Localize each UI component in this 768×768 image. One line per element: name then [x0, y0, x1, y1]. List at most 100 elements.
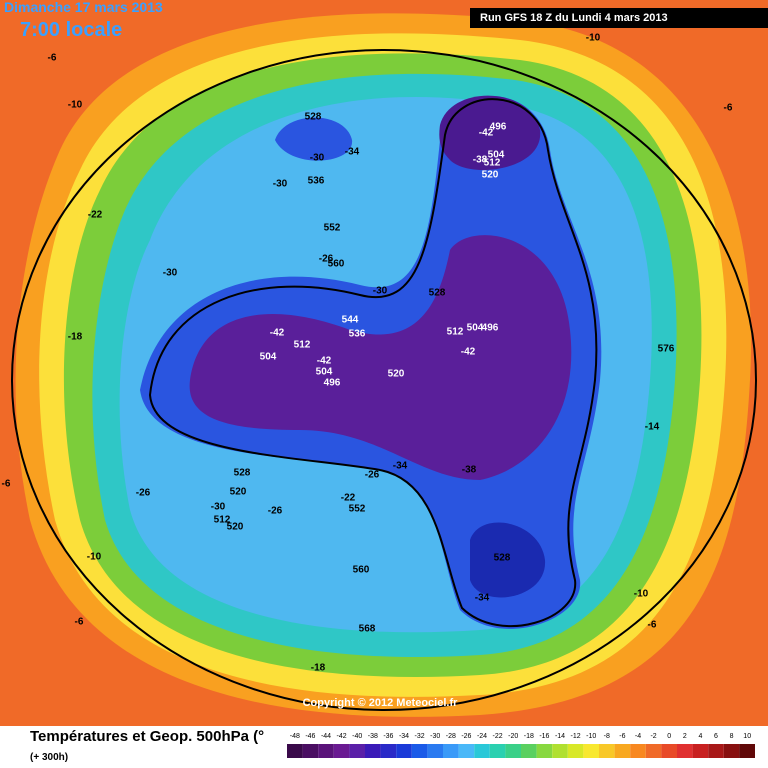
zone-purple-low [439, 95, 541, 170]
colorbar-cell [302, 744, 319, 758]
colorbar-cell [396, 744, 412, 758]
colorbar-cell [318, 744, 334, 758]
contour-label: 544 [342, 315, 359, 326]
contour-label: 536 [349, 329, 366, 340]
colorbar-label: -48 [290, 733, 300, 740]
colorbar-cell [287, 744, 303, 758]
contour-label: -6 [48, 53, 57, 64]
contour-label: -10 [68, 100, 83, 111]
colorbar-label: -16 [539, 733, 549, 740]
contour-label: -30 [273, 179, 288, 190]
colorbar-label: 6 [714, 733, 718, 740]
colorbar-cell [333, 744, 350, 758]
colorbar-label: -32 [415, 733, 425, 740]
contour-label: 496 [490, 122, 507, 133]
contour-line [11, 49, 757, 711]
time: 7:00 locale [20, 19, 122, 41]
colorbar-cell [427, 744, 443, 758]
zone-blue-low [275, 117, 353, 161]
colorbar-cell [552, 744, 568, 758]
contour-label: -6 [724, 103, 733, 114]
contour-label: -30 [310, 153, 325, 164]
colorbar-cell [411, 744, 428, 758]
contour-label: -34 [393, 461, 408, 472]
colorbar-cell [365, 744, 381, 758]
colorbar-label: -28 [446, 733, 456, 740]
colorbar-cell [645, 744, 662, 758]
colorbar-cell [723, 744, 740, 758]
contour-label: 552 [324, 223, 341, 234]
zone-blue-deep [470, 522, 546, 598]
contour-label: 512 [294, 340, 311, 351]
date: Dimanche 17 mars 2013 [4, 0, 163, 15]
colorbar-label: 10 [743, 733, 751, 740]
contour-label: 520 [230, 487, 247, 498]
colorbar-label: -6 [619, 733, 625, 740]
contour-label: 504 [488, 150, 505, 161]
colorbar-cell [567, 744, 584, 758]
contour-label: -6 [2, 479, 11, 490]
contour-label: -22 [88, 210, 103, 221]
contour-label: 560 [328, 259, 345, 270]
contour-label: 512 [484, 158, 501, 169]
colorbar-label: -36 [383, 733, 393, 740]
contour-label: -6 [75, 617, 84, 628]
colorbar-label: -40 [352, 733, 362, 740]
colorbar-cell [458, 744, 475, 758]
contour-label: -42 [461, 347, 476, 358]
contour-label: 504 [260, 352, 277, 363]
contour-label: 528 [305, 112, 322, 123]
colorbar-cell [661, 744, 677, 758]
colorbar-label: -44 [321, 733, 331, 740]
contour-label: 528 [429, 288, 446, 299]
contour-label: -30 [211, 502, 226, 513]
colorbar-label: -2 [650, 733, 656, 740]
colorbar-cell [599, 744, 615, 758]
colorbar-label: 2 [683, 733, 687, 740]
colorbar-label: -34 [399, 733, 409, 740]
contour-label: 528 [234, 468, 251, 479]
colorbar-label: -8 [604, 733, 610, 740]
colorbar-cell [614, 744, 631, 758]
colorbar-label: -18 [524, 733, 534, 740]
contour-label: -14 [645, 422, 660, 433]
colorbar-label: -14 [555, 733, 565, 740]
colorbar-cell [521, 744, 537, 758]
colorbar-cell [677, 744, 693, 758]
colorbar-cell [474, 744, 490, 758]
contour-label: 576 [658, 344, 675, 355]
footer-title: Températures et Geop. 500hPa (° [30, 728, 264, 745]
colorbar-label: -4 [635, 733, 641, 740]
contour-label: 528 [494, 553, 511, 564]
colorbar-label: -30 [430, 733, 440, 740]
colorbar-label: 4 [698, 733, 702, 740]
colorbar-cell [380, 744, 397, 758]
contour-label: 496 [324, 378, 341, 389]
contour-label: 504 [467, 323, 484, 334]
contour-line [148, 98, 598, 628]
contour-label: -42 [270, 328, 285, 339]
colorbar-label: -42 [337, 733, 347, 740]
contour-label: -26 [268, 506, 283, 517]
colorbar-label: -26 [461, 733, 471, 740]
colorbar-cell [443, 744, 459, 758]
contour-label: -34 [475, 593, 490, 604]
contour-label: 536 [308, 176, 325, 187]
colorbar-label: 8 [730, 733, 734, 740]
copyright: Copyright © 2012 Meteociel.fr [303, 697, 459, 709]
contour-label: 552 [349, 504, 366, 515]
contour-label: 560 [353, 565, 370, 576]
colorbar-cell [708, 744, 724, 758]
contour-label: -10 [634, 589, 649, 600]
contour-label: 568 [359, 624, 376, 635]
contour-label: 496 [482, 323, 499, 334]
contour-label: -10 [586, 33, 601, 44]
colorbar-label: -20 [508, 733, 518, 740]
colorbar-cell [489, 744, 506, 758]
colorbar-label: -38 [368, 733, 378, 740]
contour-label: -38 [473, 155, 488, 166]
contour-label: -42 [479, 128, 494, 139]
run: Run GFS 18 Z du Lundi 4 mars 2013 [480, 12, 668, 24]
contour-label: 504 [316, 367, 333, 378]
